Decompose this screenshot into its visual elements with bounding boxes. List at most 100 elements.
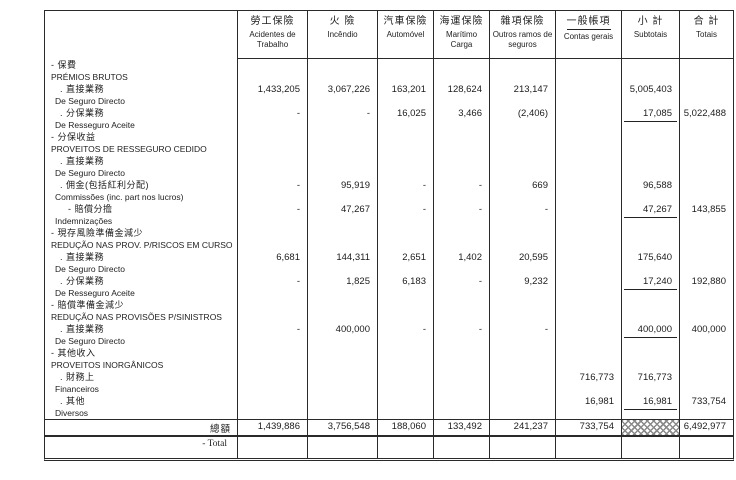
- table-cell: -: [489, 323, 555, 347]
- table-cell: [555, 83, 621, 107]
- table-cell: [433, 395, 489, 419]
- row-label: . 直接業務 De Seguro Directo: [45, 83, 237, 107]
- table-body: - 保費 PRÉMIOS BRUTOS . 直接業務 De Seguro Direct…: [45, 59, 733, 419]
- table-cell: [307, 155, 377, 179]
- table-cell: 192,880: [679, 275, 733, 299]
- total-row: 總額 1,439,886 3,756,548 188,060 133,492 241,23…: [45, 419, 733, 437]
- row-label-pt: PROVEITOS DE RESSEGURO CEDIDO: [51, 144, 207, 154]
- table-cell: [621, 299, 679, 323]
- table-header-row: 勞工保險 Acidentes de Trabalho 火 險 Incêndio …: [45, 11, 733, 59]
- table-cell: [679, 371, 733, 395]
- column-header-zh: 小 計: [637, 16, 664, 27]
- table-cell: 16,981: [621, 395, 679, 419]
- column-header-zh: 一般帳項: [566, 15, 611, 30]
- table-cell: [679, 299, 733, 323]
- table-cell: 213,147: [489, 83, 555, 107]
- column-header-zh: 勞工保險: [250, 16, 295, 27]
- table-cell: [237, 371, 307, 395]
- row-label-zh: . 直接業務: [60, 252, 105, 262]
- row-label-zh: . 分保業務: [60, 108, 105, 118]
- table-cell: -: [237, 275, 307, 299]
- table-cell: [555, 179, 621, 203]
- table-cell: -: [433, 179, 489, 203]
- table-cell: 16,981: [555, 395, 621, 419]
- total-row-label-pt: - Total: [202, 439, 227, 449]
- row-label-pt: PROVEITOS INORGÂNICOS: [51, 360, 164, 370]
- row-label: . 財務上 Financeiros: [45, 371, 237, 395]
- table-cell: [621, 59, 679, 83]
- table-cell: [237, 347, 307, 371]
- table-cell: -: [237, 203, 307, 227]
- table-row: . 分保業務 De Resseguro Aceite - -16,025 3,466 (2…: [45, 107, 733, 131]
- table-cell: [489, 155, 555, 179]
- table-cell: [237, 299, 307, 323]
- table-cell: 6,183: [377, 275, 433, 299]
- table-cell: 144,311: [307, 251, 377, 275]
- table-cell: [489, 131, 555, 155]
- column-header-zh: 合 計: [693, 16, 720, 27]
- row-label: . 直接業務 De Seguro Directo: [45, 251, 237, 275]
- table-cell: -: [377, 203, 433, 227]
- row-label: - 分保收益 PROVEITOS DE RESSEGURO CEDIDO: [45, 131, 237, 155]
- row-label: . 分保業務 De Resseguro Aceite: [45, 275, 237, 299]
- table-row: . 分保業務 De Resseguro Aceite -1,825 6,183-9,2…: [45, 275, 733, 299]
- row-label-pt: PRÉMIOS BRUTOS: [51, 72, 128, 82]
- table-cell: [377, 395, 433, 419]
- row-label-pt: REDUÇÃO NAS PROV. P/RISCOS EM CURSO: [51, 240, 233, 250]
- row-label-pt: Financeiros: [55, 384, 99, 394]
- table-cell: [679, 347, 733, 371]
- table-cell: [307, 131, 377, 155]
- table-cell: [433, 155, 489, 179]
- table-row: - 其他收入 PROVEITOS INORGÂNICOS: [45, 347, 733, 371]
- table-cell: [555, 251, 621, 275]
- table-cell: [237, 395, 307, 419]
- table-cell: 400,000: [621, 323, 679, 347]
- column-header-pt: Automóvel: [386, 30, 425, 39]
- table-cell: 47,267: [621, 203, 679, 227]
- row-label-zh: - 分保收益: [51, 132, 96, 142]
- table-cell: 400,000: [679, 323, 733, 347]
- table-cell: 47,267: [307, 203, 377, 227]
- total-cell: [621, 420, 679, 435]
- row-label-zh: - 現存風險準備金減少: [51, 228, 143, 238]
- table-cell: [679, 155, 733, 179]
- row-label-zh: - 賠償分擔: [68, 204, 113, 214]
- column-header-acidentes-trabalho: 勞工保險 Acidentes de Trabalho: [237, 11, 307, 59]
- table-cell: [489, 299, 555, 323]
- column-header-pt: Incêndio: [327, 30, 358, 39]
- table-cell: [377, 155, 433, 179]
- table-cell: 6,681: [237, 251, 307, 275]
- row-label-pt: REDUÇÃO NAS PROVISÕES P/SINISTROS: [51, 312, 222, 322]
- table-cell: [621, 155, 679, 179]
- table-cell: [621, 131, 679, 155]
- row-label-pt: De Seguro Directo: [55, 96, 125, 106]
- table-cell: [555, 107, 621, 131]
- table-row: . 其他 Diversos 16,981 16,981 733,754: [45, 395, 733, 419]
- table-cell: [377, 347, 433, 371]
- table-cell: [307, 227, 377, 251]
- row-label: . 直接業務 De Seguro Directo: [45, 323, 237, 347]
- column-header-pt: Marítimo Carga: [445, 30, 478, 49]
- table-cell: [377, 227, 433, 251]
- table-cell: 716,773: [555, 371, 621, 395]
- table-cell: [555, 131, 621, 155]
- table-row: - 現存風險準備金減少 REDUÇÃO NAS PROV. P/RISCOS EM…: [45, 227, 733, 251]
- table-cell: [555, 323, 621, 347]
- table-row: - 賠償準備金減少 REDUÇÃO NAS PROVISÕES P/SINISTR…: [45, 299, 733, 323]
- table-row: - 保費 PRÉMIOS BRUTOS: [45, 59, 733, 83]
- table-cell: 95,919: [307, 179, 377, 203]
- table-cell: [377, 371, 433, 395]
- empty-cell: [679, 437, 733, 458]
- table-cell: -: [307, 107, 377, 131]
- table-row: . 財務上 Financeiros 716,773 716,773: [45, 371, 733, 395]
- table-cell: -: [489, 203, 555, 227]
- table-cell: [679, 59, 733, 83]
- table-cell: -: [433, 203, 489, 227]
- table-cell: [489, 59, 555, 83]
- table-cell: [433, 59, 489, 83]
- table-cell: -: [377, 323, 433, 347]
- table-cell: 17,240: [621, 275, 679, 299]
- table-cell: [307, 395, 377, 419]
- table-cell: [377, 299, 433, 323]
